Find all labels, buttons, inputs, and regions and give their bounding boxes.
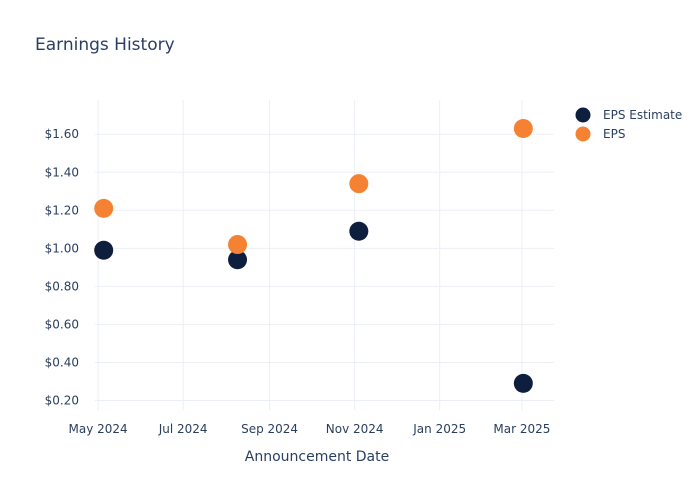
y-tick-label: $0.20 [45, 393, 79, 407]
y-tick-label: $0.80 [45, 279, 79, 293]
y-axis-tick-labels: $0.20 $0.40 $0.60 $0.80 $1.00 $1.20 $1.40 $1.60 [45, 127, 79, 407]
x-tick-label: Sep 2024 [241, 422, 298, 436]
y-tick-label: $1.00 [45, 241, 79, 255]
x-tick-label: Nov 2024 [326, 422, 384, 436]
y-tick-label: $1.20 [45, 203, 79, 217]
eps-point[interactable] [94, 198, 114, 218]
x-tick-label: Jul 2024 [158, 422, 208, 436]
y-tick-label: $1.40 [45, 165, 79, 179]
gridlines [95, 100, 554, 410]
y-tick-label: $0.40 [45, 355, 79, 369]
legend-label-eps: EPS [603, 127, 625, 141]
eps-point[interactable] [228, 235, 248, 255]
eps-point[interactable] [513, 119, 533, 139]
eps-estimate-point[interactable] [228, 250, 248, 270]
x-tick-label: Mar 2025 [493, 422, 550, 436]
y-tick-label: $1.60 [45, 127, 79, 141]
x-axis-title: Announcement Date [245, 449, 389, 465]
legend-marker-eps-estimate [575, 107, 591, 123]
eps-estimate-point[interactable] [94, 240, 114, 260]
data-points [94, 119, 533, 393]
x-tick-label: Jan 2025 [412, 422, 466, 436]
eps-point[interactable] [349, 174, 369, 194]
legend-label-eps-estimate: EPS Estimate [603, 108, 682, 122]
x-axis-tick-labels: May 2024 Jul 2024 Sep 2024 Nov 2024 Jan 2025… [69, 422, 551, 436]
eps-estimate-point[interactable] [349, 221, 369, 241]
legend-item-eps-estimate[interactable]: EPS Estimate [575, 107, 683, 123]
legend-item-eps[interactable]: EPS [575, 126, 626, 142]
legend-marker-eps [575, 126, 591, 142]
x-tick-label: May 2024 [69, 422, 128, 436]
eps-estimate-point[interactable] [513, 373, 533, 393]
y-tick-label: $0.60 [45, 317, 79, 331]
chart-title: Earnings History [35, 35, 175, 55]
legend[interactable]: EPS Estimate EPS [575, 107, 683, 142]
